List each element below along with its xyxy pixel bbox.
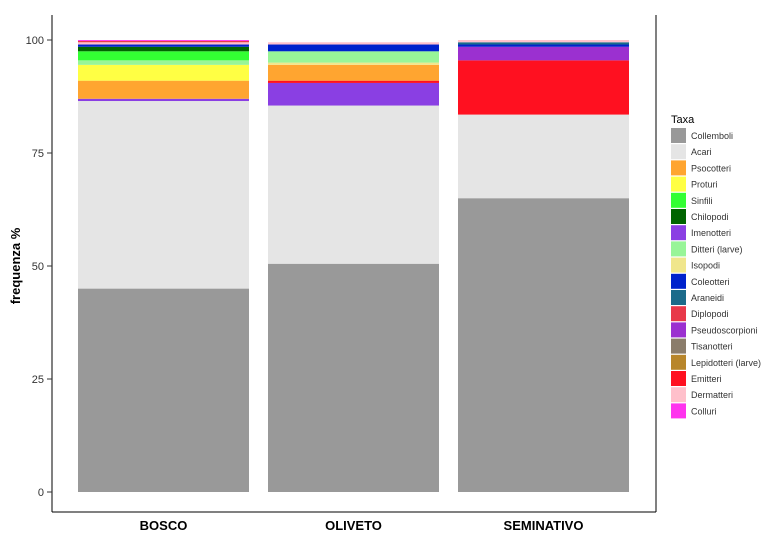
bar-segment-bosco-proturi — [78, 64, 249, 81]
legend-label: Pseudoscorpioni — [691, 325, 758, 335]
bar-segment-bosco-diplopodi — [78, 40, 249, 43]
legend-label: Ditteri (larve) — [691, 244, 743, 254]
bar-segment-seminativo-collemboli — [458, 198, 629, 492]
bar-segment-oliveto-acari — [268, 105, 439, 264]
bar-segment-bosco-coleotteri — [78, 44, 249, 47]
legend-label: Araneidi — [691, 293, 724, 303]
y-tick-label: 75 — [32, 148, 44, 160]
bar-segment-seminativo-pseudoscorpioni — [458, 46, 629, 61]
plot-area — [78, 40, 629, 492]
legend-key — [671, 128, 686, 143]
bar-segment-seminativo-emitteri — [458, 60, 629, 115]
legend-key — [671, 192, 686, 208]
legend-label: Diplopodi — [691, 309, 729, 319]
legend-label: Sinfili — [691, 196, 713, 206]
bar-segment-bosco-ditteri-larve — [78, 60, 249, 65]
legend-key — [671, 176, 686, 192]
legend-key — [671, 144, 686, 160]
bar-segment-oliveto-collemboli — [268, 263, 439, 492]
y-axis-title: frequenza % — [8, 227, 23, 304]
legend-key — [671, 387, 686, 403]
legend-key — [671, 371, 686, 386]
bar-segment-bosco-collemboli — [78, 288, 249, 492]
legend-label: Emitteri — [691, 374, 722, 384]
legend-label: Psocotteri — [691, 163, 731, 173]
bar-segment-oliveto-psocotteri — [268, 64, 439, 81]
bar-segment-oliveto-coleotteri — [268, 44, 439, 52]
bar-segment-bosco-chilopodi — [78, 46, 249, 52]
bar-segment-oliveto-emitteri — [268, 80, 439, 83]
legend-key — [671, 290, 686, 305]
legend-key — [671, 241, 686, 257]
bar-segment-oliveto-imenotteri — [268, 82, 439, 106]
legend-key — [671, 338, 686, 354]
bar-segment-bosco-colluri — [78, 40, 249, 41]
bar-segment-bosco-acari — [78, 101, 249, 289]
x-axis: BOSCO OLIVETO SEMINATIVO — [140, 518, 584, 533]
legend-key — [671, 306, 686, 322]
y-axis: 0 25 50 75 100 — [26, 35, 52, 499]
bar-segment-seminativo-araneidi — [458, 42, 629, 45]
legend-label: Collemboli — [691, 131, 733, 141]
bar-segment-oliveto-isopodi — [268, 62, 439, 65]
legend-label: Chilopodi — [691, 212, 729, 222]
x-tick-label: SEMINATIVO — [504, 518, 584, 533]
x-tick-label: BOSCO — [140, 518, 188, 533]
legend-label: Acari — [691, 147, 712, 157]
bar-segment-seminativo-dermatteri — [458, 40, 629, 43]
y-tick-label: 0 — [38, 487, 44, 499]
legend-key — [671, 403, 686, 419]
legend-label: Lepidotteri (larve) — [691, 358, 761, 368]
legend-label: Imenotteri — [691, 228, 731, 238]
legend-title: Taxa — [671, 114, 695, 126]
bar-segment-bosco-imenotteri — [78, 98, 249, 102]
legend-key — [671, 354, 686, 370]
y-tick-label: 100 — [26, 35, 44, 47]
legend-label: Colluri — [691, 406, 717, 416]
legend-label: Dermatteri — [691, 390, 733, 400]
legend-key — [671, 209, 686, 224]
bar-segment-seminativo-acari — [458, 114, 629, 199]
legend-label: Tisanotteri — [691, 342, 733, 352]
legend-label: Isopodi — [691, 261, 720, 271]
legend-label: Proturi — [691, 180, 718, 190]
bar-segment-bosco-sinfili — [78, 51, 249, 61]
legend-key — [671, 160, 686, 176]
bar-segment-seminativo-coleotteri — [458, 44, 629, 47]
legend-key — [671, 225, 686, 241]
y-tick-label: 25 — [32, 374, 44, 386]
bar-segment-oliveto-dermatteri — [268, 42, 439, 45]
legend-label: Coleotteri — [691, 277, 730, 287]
legend-key — [671, 273, 686, 289]
bar-segment-bosco-dermatteri — [78, 42, 249, 45]
legend-key — [671, 257, 686, 273]
bar-segment-bosco-psocotteri — [78, 80, 249, 99]
x-tick-label: OLIVETO — [325, 518, 382, 533]
legend: Taxa Collemboli Acari Psocotteri Proturi Sin… — [671, 114, 761, 419]
legend-key — [671, 322, 686, 338]
bar-segment-oliveto-ditteri-larve — [268, 51, 439, 63]
y-tick-label: 50 — [32, 261, 44, 273]
